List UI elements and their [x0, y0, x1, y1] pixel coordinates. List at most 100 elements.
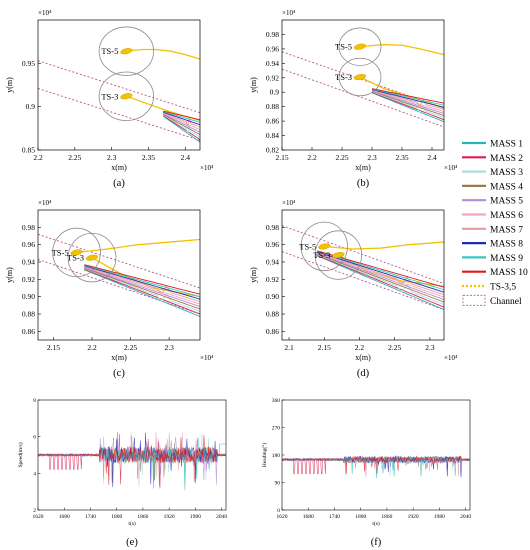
x-tick-label: 2.15	[275, 153, 288, 162]
axes-frame	[281, 209, 445, 341]
x-axis-label: t(s)	[372, 520, 380, 527]
y-tick-label: 0.84	[266, 131, 279, 140]
y-tick-label: 0.94	[22, 258, 35, 267]
x-axis-label: x(m)	[111, 353, 127, 362]
plot-area	[282, 43, 444, 128]
x-tick-label: 2.2	[355, 343, 365, 352]
legend-label: MASS 2	[490, 154, 523, 164]
y-tick-label: 0.88	[22, 310, 35, 319]
y-tick-label: 0.96	[266, 240, 279, 249]
y-tick-label: 0.98	[266, 223, 279, 232]
legend-item: MASS 7	[462, 225, 523, 235]
ts-track-0	[359, 43, 444, 56]
mass-track-3	[162, 114, 200, 138]
mass-track-9	[84, 264, 200, 298]
y-tick-label: 6	[33, 435, 36, 441]
channel-boundary-0	[282, 225, 444, 285]
panel-label: (e)	[126, 537, 138, 548]
mass-track-8	[317, 251, 444, 293]
target-label: TS-3	[335, 72, 352, 82]
plot-area	[38, 233, 200, 317]
y-tick-label: 0	[277, 508, 280, 514]
target-label: TS-5	[101, 46, 118, 56]
y-axis-label: y(m)	[5, 77, 14, 93]
legend-label: MASS 7	[490, 225, 523, 235]
x-tick-label: 1980	[434, 514, 445, 520]
y-exponent: ×10⁴	[282, 199, 296, 207]
mass-track-2	[84, 268, 200, 315]
panel-label: (b)	[357, 178, 370, 189]
mass-track-1	[84, 269, 200, 317]
mass-track-1	[162, 115, 200, 143]
y-tick-label: 0.86	[22, 327, 35, 336]
mass-track-9	[163, 111, 200, 123]
x-tick-label: 2.3	[367, 153, 377, 162]
x-tick-label: 2.35	[142, 153, 155, 162]
legend-label: Channel	[490, 297, 522, 307]
x-tick-label: 1740	[85, 514, 96, 520]
x-tick-label: 1680	[303, 514, 314, 520]
y-tick-label: 0.90	[266, 292, 279, 301]
legend-label: MASS 4	[490, 182, 523, 192]
x-tick-label: 2.1	[284, 343, 294, 352]
x-tick-label: 2.25	[124, 343, 137, 352]
mass-track-4	[371, 91, 444, 116]
x-tick-label: 2.4	[181, 153, 191, 162]
axes-frame	[37, 399, 227, 511]
target-ship-1	[332, 252, 345, 259]
plot-area	[38, 48, 200, 143]
axes-frame	[37, 209, 201, 341]
ts-track-1	[359, 76, 444, 109]
plot-area	[282, 225, 444, 311]
y-axis-label: y(m)	[249, 77, 258, 93]
mass-track-6	[162, 112, 200, 131]
target-ship-0	[353, 43, 367, 50]
legend-item: TS-3,5	[462, 283, 516, 293]
target-label: TS-5	[335, 42, 352, 52]
mass-track-7	[84, 265, 200, 303]
mass-track-5	[371, 90, 444, 114]
legend-item: MASS 9	[462, 254, 523, 264]
axes-frame	[281, 399, 471, 511]
mass-track-6	[84, 266, 200, 305]
legend-swatch	[462, 294, 486, 306]
mass-track-3	[371, 91, 444, 119]
panel-3: TS-5TS-3 2.1 2.15 2.2 2.25 2.3 0.86 0.88 0.90 0.9…	[249, 199, 458, 379]
legend-label: TS-3,5	[490, 283, 516, 293]
plot-area	[282, 455, 470, 479]
y-tick-label: 0.94	[266, 59, 279, 68]
x-tick-label: 2.2	[87, 343, 97, 352]
y-axis-label: y(m)	[5, 267, 14, 283]
x-tick-label: 1680	[59, 514, 70, 520]
y-tick-label: 4	[33, 471, 36, 477]
x-exponent: ×10⁴	[444, 164, 458, 172]
x-tick-label: 1620	[33, 514, 44, 520]
y-exponent: ×10⁴	[282, 9, 296, 17]
mass-track-8	[84, 265, 200, 300]
target-label: TS-3	[67, 253, 84, 263]
mass-track-3	[317, 254, 444, 306]
mass-track-6	[317, 252, 444, 298]
x-tick-label: 2.3	[107, 153, 117, 162]
y-tick-label: 8	[33, 398, 36, 404]
ts-track-0	[126, 48, 200, 60]
y-tick-label: 0.88	[266, 310, 279, 319]
x-tick-label: 2.2	[33, 153, 43, 162]
y-tick-label: 0.98	[266, 30, 279, 39]
y-tick-label: 0.92	[22, 275, 35, 284]
y-tick-label: 180	[272, 453, 281, 459]
plot-area	[38, 431, 226, 491]
legend: MASS 1 MASS 2 MASS 3 MASS 4 MASS 5 MASS 6 MASS…	[462, 140, 528, 307]
y-tick-label: 0.98	[22, 223, 35, 232]
y-axis-label: Heading(°)	[261, 443, 268, 468]
mass-track-4	[317, 253, 444, 303]
target-ship-0	[120, 48, 133, 55]
legend-item: MASS 8	[462, 240, 523, 250]
x-tick-label: 2.25	[388, 343, 401, 352]
mass-track-2	[317, 254, 444, 308]
channel-boundary-0	[38, 60, 200, 114]
ts-track-0	[76, 238, 200, 254]
series-mass-10	[38, 435, 226, 485]
channel-boundary-1	[38, 258, 200, 315]
